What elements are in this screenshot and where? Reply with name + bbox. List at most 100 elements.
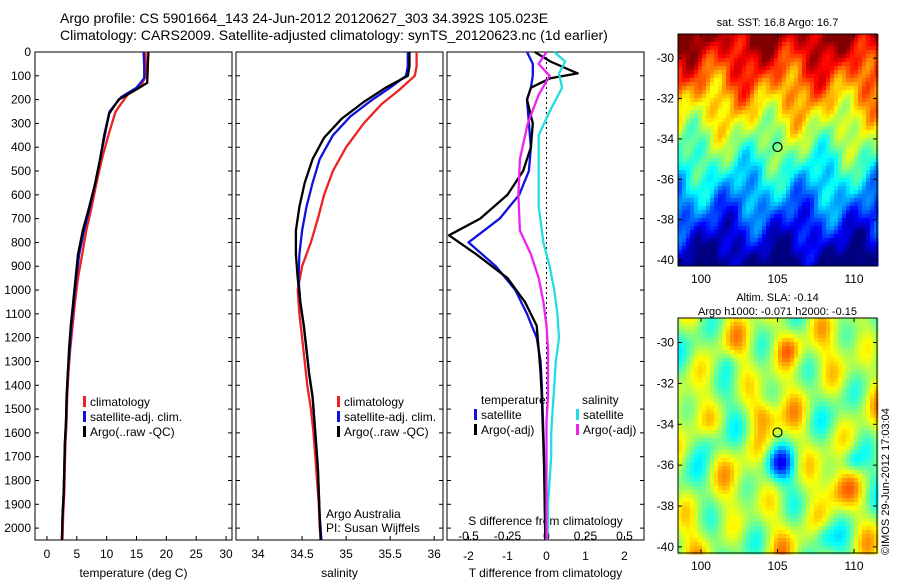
heatmap-cell [798, 90, 803, 95]
heatmap-cell [850, 114, 855, 119]
heatmap-cell [726, 142, 731, 147]
heatmap-cell [834, 262, 839, 267]
heatmap-cell [750, 434, 755, 439]
heatmap-cell [794, 330, 799, 335]
heatmap-cell [762, 366, 767, 371]
heatmap-cell [738, 342, 743, 347]
heatmap-cell [830, 174, 835, 179]
heatmap-cell [734, 258, 739, 263]
heatmap-cell [698, 366, 703, 371]
heatmap-cell [738, 390, 743, 395]
heatmap-cell [826, 186, 831, 191]
heatmap-cell [698, 338, 703, 343]
heatmap-cell [850, 118, 855, 123]
heatmap-cell [774, 242, 779, 247]
heatmap-cell [802, 62, 807, 67]
heatmap-cell [722, 62, 727, 67]
heatmap-cell [762, 146, 767, 151]
heatmap-cell [774, 134, 779, 139]
heatmap-cell [758, 238, 763, 243]
heatmap-cell [774, 118, 779, 123]
heatmap-cell [758, 254, 763, 259]
heatmap-cell [678, 34, 683, 39]
heatmap-cell [826, 174, 831, 179]
heatmap-cell [738, 178, 743, 183]
heatmap-cell [750, 66, 755, 71]
heatmap-cell [686, 74, 691, 79]
heatmap-cell [726, 158, 731, 163]
heatmap-cell [830, 98, 835, 103]
heatmap-cell [770, 342, 775, 347]
heatmap-cell [754, 46, 759, 51]
heatmap-cell [762, 390, 767, 395]
heatmap-cell [834, 378, 839, 383]
heatmap-cell [754, 42, 759, 47]
heatmap-cell [826, 326, 831, 331]
heatmap-cell [786, 66, 791, 71]
heatmap-cell [822, 250, 827, 255]
heatmap-cell [842, 230, 847, 235]
heatmap-cell [758, 62, 763, 67]
heatmap-cell [874, 162, 879, 167]
heatmap-cell [782, 110, 787, 115]
heatmap-cell [786, 58, 791, 63]
heatmap-cell [690, 438, 695, 443]
heatmap-cell [694, 346, 699, 351]
heatmap-cell [726, 346, 731, 351]
heatmap-cell [754, 82, 759, 87]
heatmap-cell [814, 42, 819, 47]
heatmap-cell [782, 90, 787, 95]
heatmap-cell [782, 182, 787, 187]
heatmap-cell [826, 366, 831, 371]
heatmap-cell [762, 438, 767, 443]
heatmap-cell [754, 150, 759, 155]
heatmap-cell [718, 186, 723, 191]
heatmap-cell [814, 246, 819, 251]
heatmap-cell [746, 154, 751, 159]
heatmap-cell [742, 390, 747, 395]
heatmap-cell [802, 362, 807, 367]
heatmap-cell [730, 146, 735, 151]
heatmap-cell [682, 250, 687, 255]
heatmap-cell [834, 78, 839, 83]
heatmap-cell [710, 250, 715, 255]
heatmap-cell [802, 150, 807, 155]
heatmap-cell [786, 38, 791, 43]
heatmap-cell [758, 126, 763, 131]
heatmap-cell [774, 70, 779, 75]
heatmap-cell [710, 458, 715, 463]
heatmap-cell [698, 206, 703, 211]
heatmap-cell [766, 354, 771, 359]
heatmap-cell [726, 34, 731, 39]
heatmap-cell [750, 322, 755, 327]
heatmap-cell [690, 66, 695, 71]
heatmap-cell [678, 206, 683, 211]
heatmap-cell [706, 426, 711, 431]
heatmap-cell [758, 74, 763, 79]
heatmap-cell [794, 226, 799, 231]
heatmap-cell [802, 126, 807, 131]
heatmap-cell [754, 58, 759, 63]
heatmap-cell [830, 254, 835, 259]
heatmap-cell [754, 106, 759, 111]
heatmap-cell [814, 82, 819, 87]
heatmap-cell [694, 334, 699, 339]
heatmap-cell [678, 150, 683, 155]
heatmap-cell [690, 426, 695, 431]
heatmap-cell [818, 66, 823, 71]
heatmap-cell [686, 462, 691, 467]
heatmap-cell [694, 242, 699, 247]
heatmap-cell [846, 414, 851, 419]
heatmap-cell [726, 174, 731, 179]
heatmap-cell [842, 446, 847, 451]
heatmap-cell [678, 438, 683, 443]
heatmap-cell [706, 398, 711, 403]
heatmap-cell [862, 406, 867, 411]
heatmap-cell [770, 206, 775, 211]
heatmap-cell [734, 390, 739, 395]
heatmap-cell [854, 258, 859, 263]
heatmap-cell [814, 50, 819, 55]
heatmap-cell [682, 374, 687, 379]
heatmap-cell [850, 442, 855, 447]
heatmap-cell [686, 130, 691, 135]
